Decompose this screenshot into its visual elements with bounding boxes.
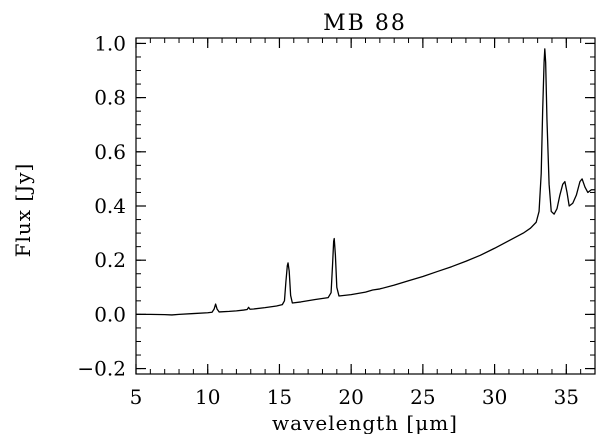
- chart-title: MB 88: [323, 11, 407, 36]
- x-axis: 5 10 15 20 25 30 35: [130, 38, 596, 409]
- y-axis-label: Flux [Jy]: [11, 163, 35, 258]
- x-tick-label: 35: [554, 385, 579, 409]
- x-tick-label: 30: [482, 385, 507, 409]
- y-tick-label: 0.0: [94, 302, 126, 326]
- y-tick-label: 0.8: [94, 86, 126, 110]
- y-tick-label: −0.2: [77, 357, 126, 381]
- x-tick-label: 20: [338, 385, 363, 409]
- x-axis-label: wavelength [μm]: [272, 411, 458, 434]
- y-tick-label: 0.4: [94, 194, 126, 218]
- plot-frame: [135, 37, 596, 375]
- x-tick-label: 5: [130, 385, 143, 409]
- x-tick-label: 10: [195, 385, 220, 409]
- y-tick-label: 1.0: [94, 31, 126, 55]
- spectrum-series-line: [136, 48, 595, 316]
- y-tick-label: 0.2: [94, 248, 126, 272]
- x-tick-label: 25: [410, 385, 435, 409]
- y-tick-label: 0.6: [94, 140, 126, 164]
- x-tick-label: 15: [267, 385, 292, 409]
- y-axis: −0.2 0.0 0.2 0.4 0.6 0.8 1.0: [77, 31, 595, 381]
- plot-border: [135, 37, 596, 375]
